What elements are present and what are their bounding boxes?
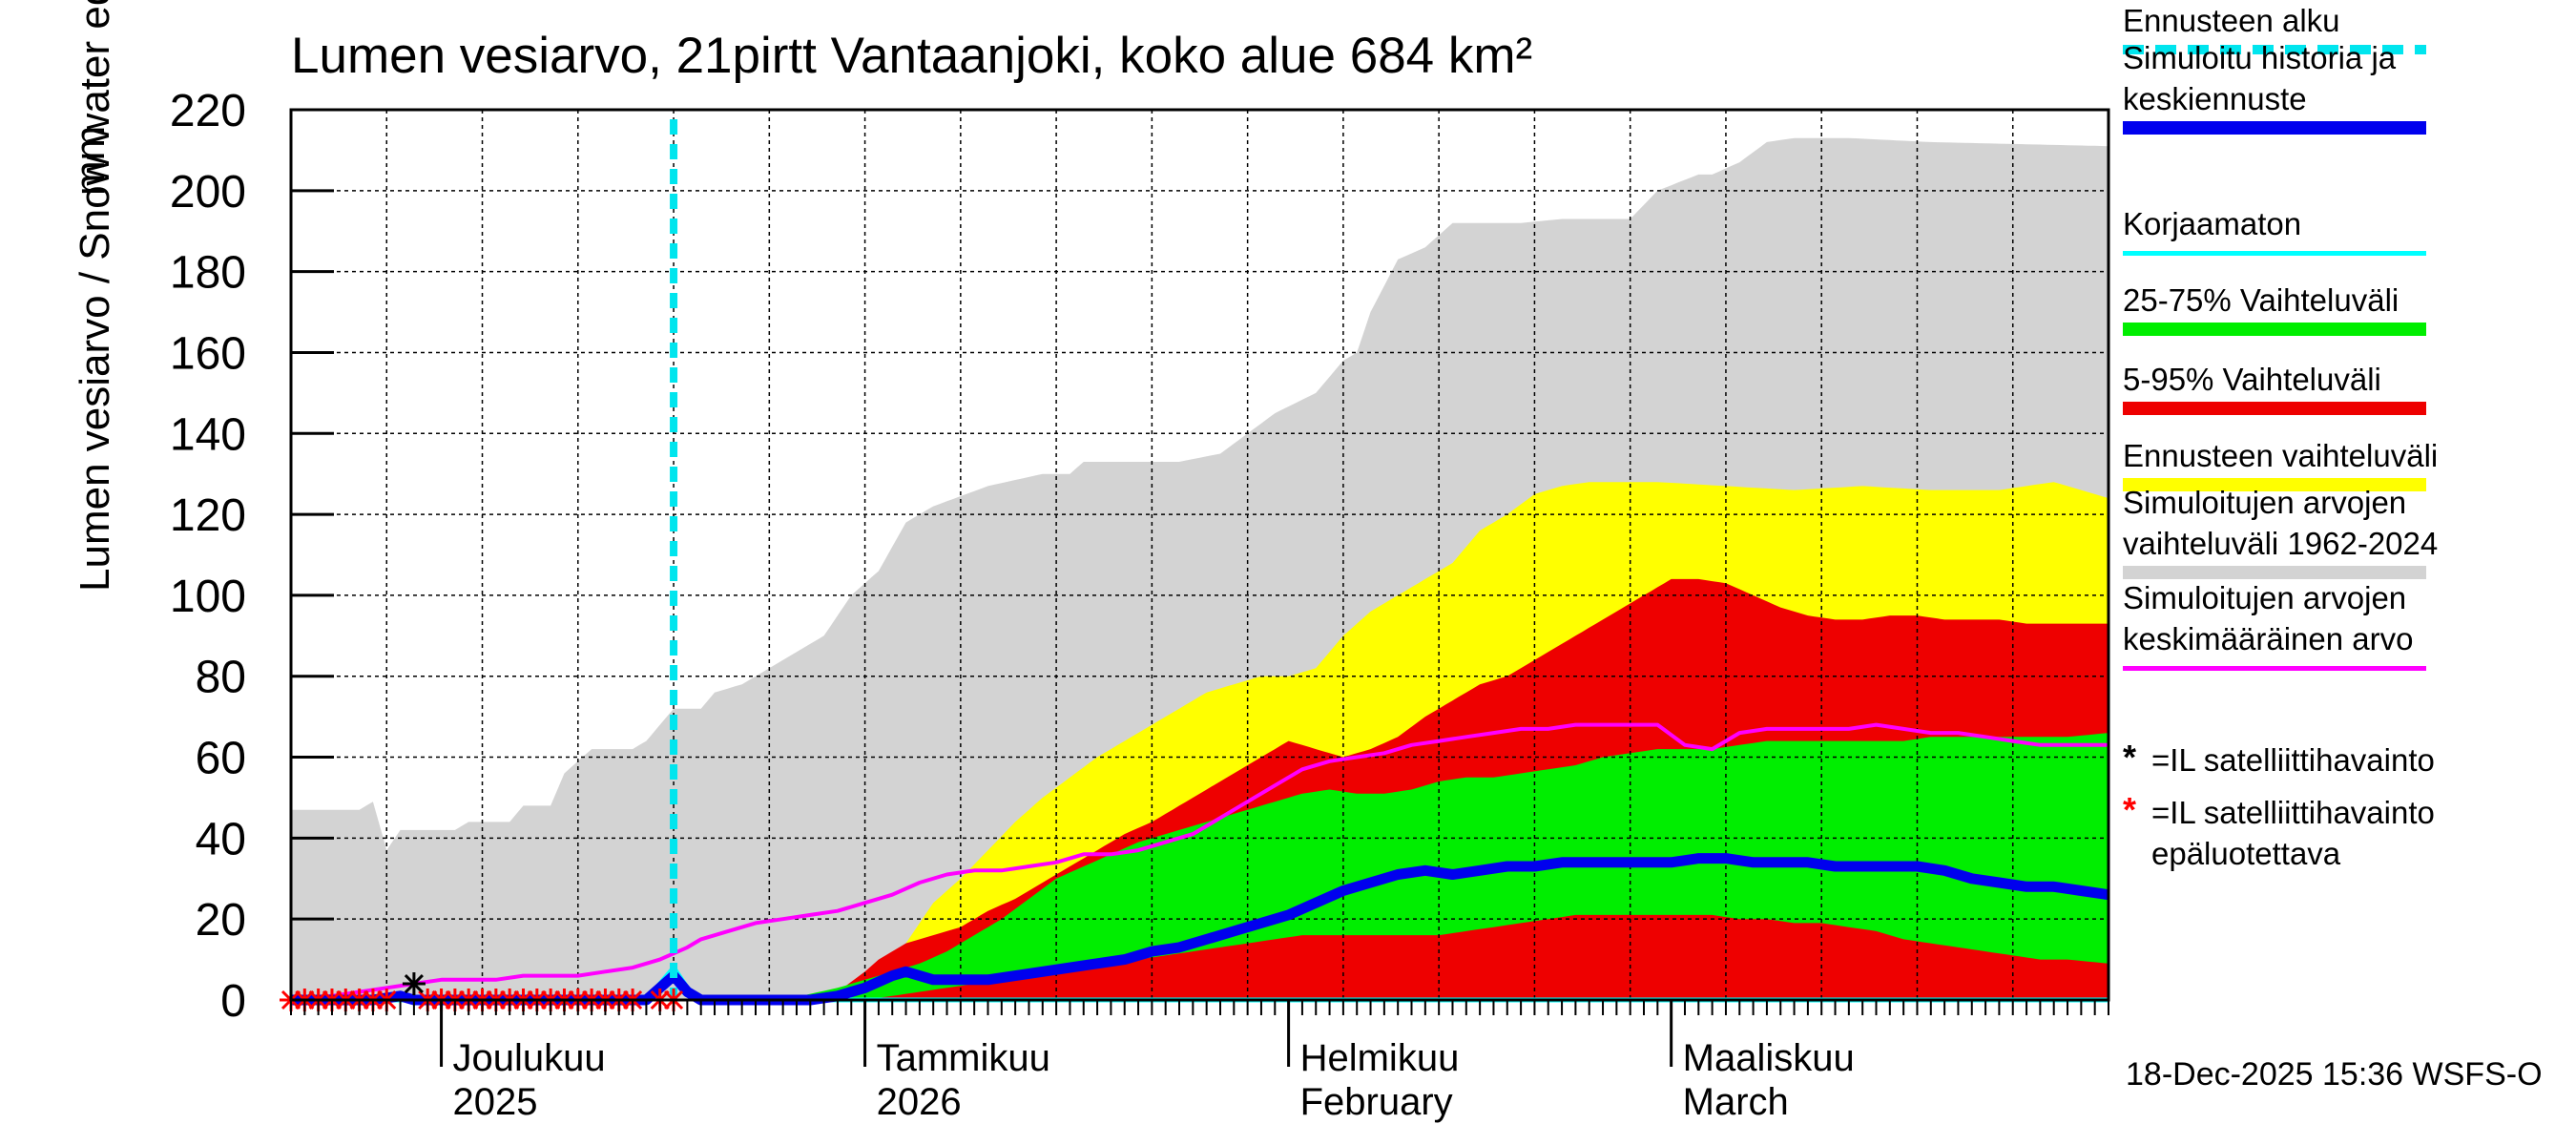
x-month-label-fi: Tammikuu bbox=[877, 1037, 1050, 1079]
legend-swatch-hist-mean bbox=[2123, 665, 2426, 671]
legend-swatch-mean-forecast bbox=[2123, 121, 2426, 135]
legend-label-hist-range: vaihteluväli 1962-2024 bbox=[2123, 526, 2439, 561]
sat-obs-marker bbox=[402, 972, 426, 996]
legend-swatch-range-5-95 bbox=[2123, 402, 2426, 415]
x-month-label-en: 2026 bbox=[877, 1081, 962, 1123]
legend-swatch-forecast-start bbox=[2123, 45, 2426, 54]
legend-label-hist-mean: keskimääräinen arvo bbox=[2123, 621, 2414, 656]
legend-label-range-5-95: 5-95% Vaihteluväli bbox=[2123, 362, 2381, 397]
legend-swatch-uncorrected bbox=[2123, 250, 2426, 256]
y-tick-label: 220 bbox=[170, 86, 246, 136]
x-month-label-en: February bbox=[1300, 1081, 1453, 1123]
x-month-label-fi: Joulukuu bbox=[453, 1037, 606, 1079]
legend-label-forecast-start: Ennusteen alku bbox=[2123, 3, 2340, 38]
y-tick-label: 60 bbox=[196, 734, 246, 784]
y-tick-label: 100 bbox=[170, 572, 246, 622]
range-25-75-area bbox=[700, 733, 2109, 1000]
y-tick-label: 120 bbox=[170, 490, 246, 541]
x-month-label-en: 2025 bbox=[453, 1081, 538, 1123]
x-month-label-en: March bbox=[1683, 1081, 1789, 1123]
legend-label-mean-forecast: keskiennuste bbox=[2123, 81, 2307, 116]
legend-swatch-forecast-range bbox=[2123, 478, 2426, 491]
y-tick-label: 0 bbox=[220, 976, 246, 1027]
legend-swatch-range-25-75 bbox=[2123, 323, 2426, 336]
legend-label-sat-obs-unreliable: epäluotettava bbox=[2151, 836, 2341, 871]
y-tick-label: 20 bbox=[196, 895, 246, 946]
legend-label-sat-obs: =IL satelliittihavainto bbox=[2151, 742, 2435, 778]
y-tick-label: 140 bbox=[170, 409, 246, 460]
chart-title: Lumen vesiarvo, 21pirtt Vantaanjoki, kok… bbox=[291, 28, 1533, 84]
legend-label-hist-range: Simuloitujen arvojen bbox=[2123, 485, 2407, 520]
timestamp-footer: 18-Dec-2025 15:36 WSFS-O bbox=[2126, 1056, 2543, 1093]
legend: Ennusteen alku Simuloitu historia ja keski… bbox=[2123, 0, 2576, 897]
x-month-label-fi: Helmikuu bbox=[1300, 1037, 1460, 1079]
legend-label-range-25-75: 25-75% Vaihteluväli bbox=[2123, 282, 2399, 318]
hist-mean-line bbox=[290, 722, 2109, 1002]
plot-frame bbox=[289, 108, 2110, 1002]
legend-label-sat-obs-unreliable: =IL satelliittihavainto bbox=[2151, 795, 2435, 830]
legend-label-hist-mean: Simuloitujen arvojen bbox=[2123, 580, 2407, 615]
legend-label-forecast-range: Ennusteen vaihteluväli bbox=[2123, 438, 2439, 473]
x-month-label-fi: Maaliskuu bbox=[1683, 1037, 1855, 1079]
legend-symbol-sat-obs: * bbox=[2123, 738, 2137, 777]
y-tick-label: 200 bbox=[170, 167, 246, 218]
y-tick-label: 160 bbox=[170, 328, 246, 379]
y-tick-label: 180 bbox=[170, 248, 246, 299]
legend-swatch-hist-range bbox=[2123, 566, 2426, 579]
y-tick-label: 80 bbox=[196, 653, 246, 703]
y-tick-label: 40 bbox=[196, 814, 246, 864]
legend-symbol-sat-obs-unreliable: * bbox=[2123, 790, 2137, 829]
y-axis-unit: mm bbox=[67, 125, 114, 196]
y-axis-label: Lumen vesiarvo / Snow water equiv. bbox=[72, 0, 118, 592]
legend-label-mean-forecast: Simuloitu historia ja bbox=[2123, 40, 2397, 75]
legend-label-uncorrected: Korjaamaton bbox=[2123, 206, 2302, 241]
